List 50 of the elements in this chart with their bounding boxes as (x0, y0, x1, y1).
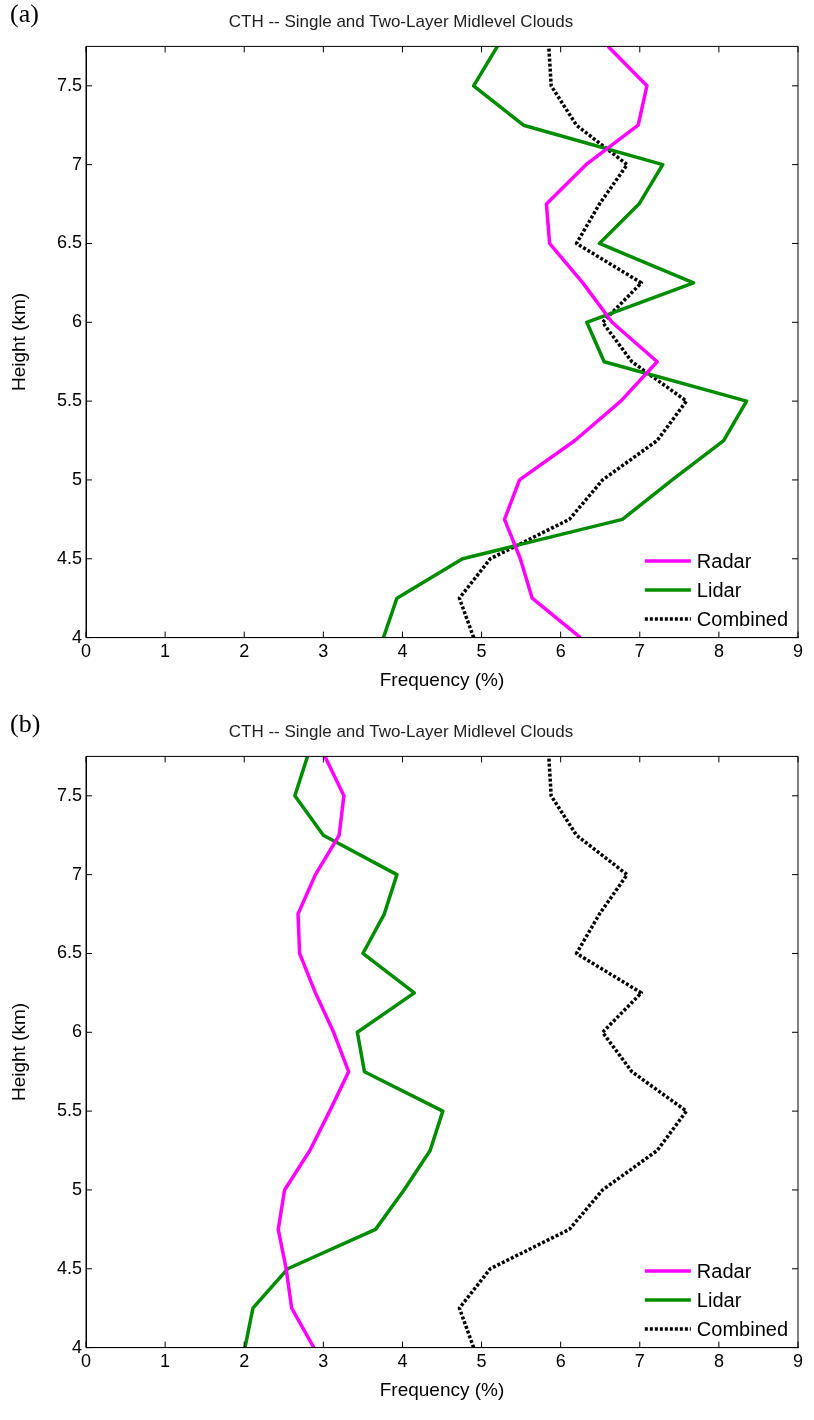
x-tick-label: 3 (318, 641, 329, 662)
x-tick-label: 4 (397, 641, 408, 662)
y-tick-label: 7 (71, 863, 82, 884)
x-tick-label: 0 (80, 1351, 92, 1372)
legend-label: Combined (696, 607, 789, 630)
x-tick-label: 8 (713, 641, 724, 662)
x-tick-label: 4 (397, 1351, 408, 1372)
x-tick-label: 1 (160, 641, 171, 662)
y-tick-label: 4.5 (56, 547, 82, 568)
y-axis-title: Height (km) (7, 1002, 29, 1102)
y-tick-label: 7 (71, 153, 82, 174)
y-tick-label: 7.5 (56, 784, 82, 805)
x-tick-label: 5 (476, 1351, 487, 1372)
y-tick-label: 7.5 (56, 74, 82, 95)
y-tick-label: 6.5 (56, 942, 82, 963)
y-tick-label: 5.5 (56, 1100, 82, 1121)
y-tick-label: 6 (71, 1021, 82, 1042)
x-tick-label: 8 (713, 1351, 724, 1372)
y-tick-label: 5 (71, 1178, 82, 1199)
x-tick-label: 7 (634, 1351, 645, 1372)
x-tick-label: 6 (555, 641, 566, 662)
x-tick-label: 3 (318, 1351, 329, 1372)
text: (b) (10, 708, 41, 738)
y-tick-label: 4.5 (56, 1257, 82, 1278)
y-tick-label: 5 (71, 468, 82, 489)
x-tick-label: 6 (555, 1351, 566, 1372)
y-tick-label: 5.5 (56, 390, 82, 411)
x-tick-label: 2 (239, 641, 250, 662)
y-tick-label: 6 (71, 311, 82, 332)
y-axis-title: Height (km) (7, 292, 29, 392)
chart-title: CTH -- Single and Two-Layer Midlevel Clouds (228, 11, 574, 31)
x-tick-label: 5 (476, 641, 487, 662)
legend-label: Radar (696, 1259, 752, 1282)
y-tick-label: 4 (71, 626, 82, 647)
x-tick-label: 1 (160, 1351, 171, 1372)
y-tick-label: 4 (71, 1336, 82, 1357)
x-tick-label: 0 (80, 641, 92, 662)
legend-label: Radar (696, 549, 752, 572)
x-tick-label: 9 (792, 1351, 804, 1372)
legend-label: Combined (696, 1317, 789, 1340)
legend-label: Lidar (696, 578, 742, 601)
x-axis-title: Frequency (%) (379, 668, 505, 690)
x-tick-label: 2 (239, 1351, 250, 1372)
x-axis-title: Frequency (%) (379, 1378, 505, 1400)
y-tick-label: 6.5 (56, 232, 82, 253)
x-tick-label: 9 (792, 641, 804, 662)
chart-title: CTH -- Single and Two-Layer Midlevel Clouds (228, 721, 574, 741)
legend-label: Lidar (696, 1288, 742, 1311)
x-tick-label: 7 (634, 641, 645, 662)
text: (a) (10, 0, 39, 28)
